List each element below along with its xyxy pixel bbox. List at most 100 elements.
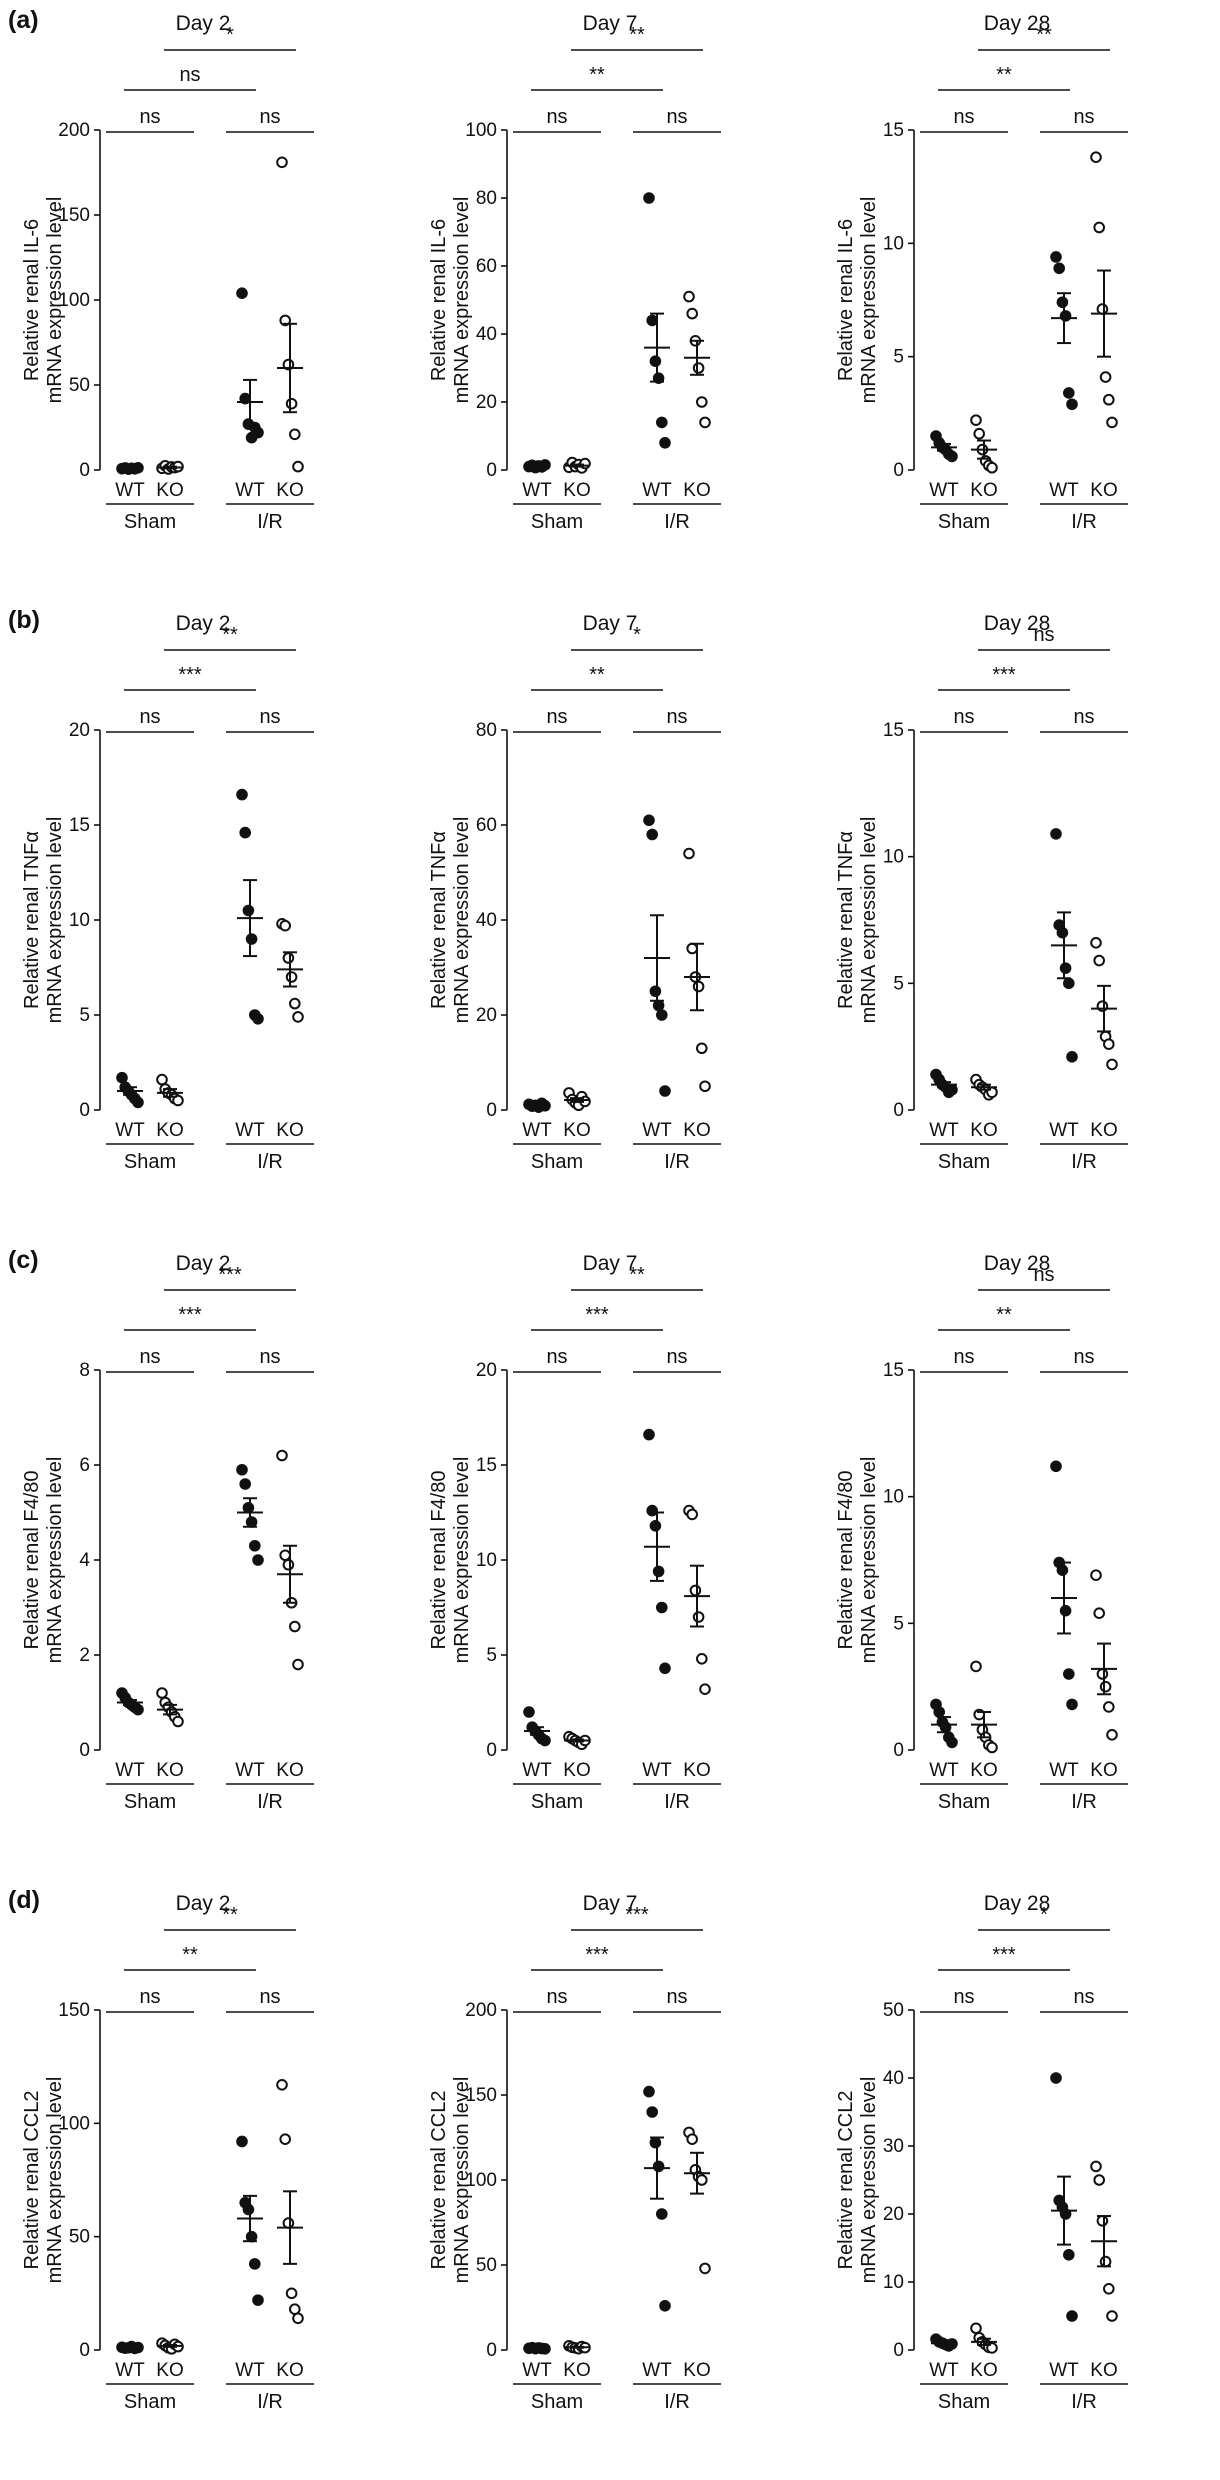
significance-label: ns	[1033, 624, 1054, 646]
y-axis-label: Relative renal F4/80	[428, 1471, 450, 1650]
data-point	[696, 1653, 708, 1665]
y-axis-label: Relative renal IL-6	[835, 219, 857, 381]
y-axis-label: mRNA expression level	[858, 197, 880, 404]
x-category-label: WT	[115, 1120, 145, 1141]
significance-label: ns	[546, 106, 567, 128]
x-group-label: I/R	[664, 511, 690, 533]
data-point	[1103, 2283, 1115, 2295]
data-point	[1066, 1051, 1078, 1063]
y-tick-label: 15	[476, 1455, 497, 1476]
data-point	[692, 980, 705, 993]
x-group-label: Sham	[124, 2391, 176, 2413]
x-group-label: I/R	[1071, 1791, 1097, 1813]
data-point	[292, 460, 304, 473]
x-category-label: KO	[563, 480, 590, 501]
data-point	[659, 1662, 671, 1675]
y-tick-label: 50	[69, 375, 90, 396]
x-group-label: Sham	[938, 2391, 990, 2413]
y-tick-label: 20	[476, 1005, 497, 1026]
y-axis-label: mRNA expression level	[451, 1457, 473, 1664]
y-tick-label: 5	[893, 1613, 904, 1634]
data-point	[276, 2079, 288, 2091]
data-point	[285, 971, 298, 983]
data-point	[1096, 303, 1109, 315]
chart-title: Day 7	[583, 612, 638, 635]
data-point	[689, 1584, 702, 1597]
significance-label: ns	[139, 1346, 160, 1368]
x-group-label: Sham	[531, 1791, 583, 1813]
significance-label: ns	[666, 1986, 687, 2008]
significance-label: ns	[953, 106, 974, 128]
data-point	[649, 2136, 662, 2149]
x-group-label: I/R	[257, 1791, 283, 1813]
data-point	[236, 287, 248, 300]
data-point	[239, 1478, 251, 1490]
y-tick-label: 2	[79, 1645, 90, 1666]
y-axis-label: Relative renal IL-6	[428, 219, 450, 381]
data-point	[249, 1539, 261, 1552]
x-category-label: WT	[1049, 1120, 1079, 1141]
significance-label: ns	[1033, 1264, 1054, 1286]
data-point	[1103, 1038, 1115, 1050]
chart-title: Day 2	[176, 612, 231, 635]
data-point	[1106, 1729, 1118, 1741]
significance-label: *	[633, 624, 641, 646]
data-point	[1106, 1058, 1118, 1071]
data-point	[643, 192, 655, 204]
y-tick-label: 10	[883, 1487, 904, 1508]
x-category-label: WT	[235, 2360, 265, 2381]
data-point	[539, 1734, 551, 1747]
data-point	[249, 2258, 261, 2270]
data-point	[1093, 221, 1105, 234]
y-tick-label: 5	[893, 347, 904, 368]
x-category-label: KO	[156, 1120, 183, 1141]
x-category-label: WT	[522, 1120, 552, 1141]
x-group-label: Sham	[124, 1791, 176, 1813]
data-point	[1063, 1668, 1075, 1680]
significance-label: ns	[1073, 1986, 1094, 2008]
y-axis-label: mRNA expression level	[44, 1457, 66, 1664]
x-group-label: I/R	[1071, 1151, 1097, 1173]
y-axis-label: Relative renal TNFα	[21, 831, 43, 1009]
data-point	[946, 1736, 958, 1749]
y-axis-label: mRNA expression level	[44, 2077, 66, 2284]
panel-label: (b)	[8, 606, 40, 634]
significance-label: ns	[259, 106, 280, 128]
data-point	[245, 1516, 258, 1528]
y-tick-label: 100	[465, 2170, 497, 2191]
significance-label: ***	[992, 1944, 1016, 1966]
data-point	[289, 428, 301, 441]
data-point	[1063, 2249, 1075, 2261]
x-group-label: I/R	[257, 1151, 283, 1173]
panel-label: (a)	[8, 6, 39, 34]
data-point	[292, 1658, 304, 1671]
data-point	[1059, 310, 1072, 322]
significance-label: ns	[139, 706, 160, 728]
x-category-label: KO	[683, 1120, 710, 1141]
significance-label: ns	[1073, 106, 1094, 128]
y-tick-label: 10	[883, 2272, 904, 2293]
y-tick-label: 40	[476, 910, 497, 931]
data-point	[652, 1565, 665, 1578]
y-tick-label: 150	[58, 205, 90, 226]
significance-label: **	[629, 24, 645, 46]
x-category-label: KO	[276, 1120, 303, 1141]
data-point	[172, 1094, 184, 1107]
x-group-label: Sham	[938, 511, 990, 533]
panel-label: (c)	[8, 1246, 39, 1274]
x-category-label: WT	[115, 480, 145, 501]
y-tick-label: 50	[69, 2227, 90, 2248]
x-category-label: WT	[929, 2360, 959, 2381]
data-point	[646, 2106, 659, 2118]
significance-label: ns	[1073, 706, 1094, 728]
significance-label: *	[1040, 1904, 1048, 1926]
data-point	[1096, 1668, 1109, 1680]
x-category-label: KO	[1090, 1760, 1117, 1781]
data-point	[252, 1554, 264, 1566]
data-point	[1090, 2160, 1102, 2173]
chart-title: Day 7	[583, 12, 638, 35]
data-point	[686, 942, 699, 955]
significance-label: ns	[666, 106, 687, 128]
data-point	[279, 1549, 292, 1562]
y-tick-label: 20	[476, 1360, 497, 1381]
